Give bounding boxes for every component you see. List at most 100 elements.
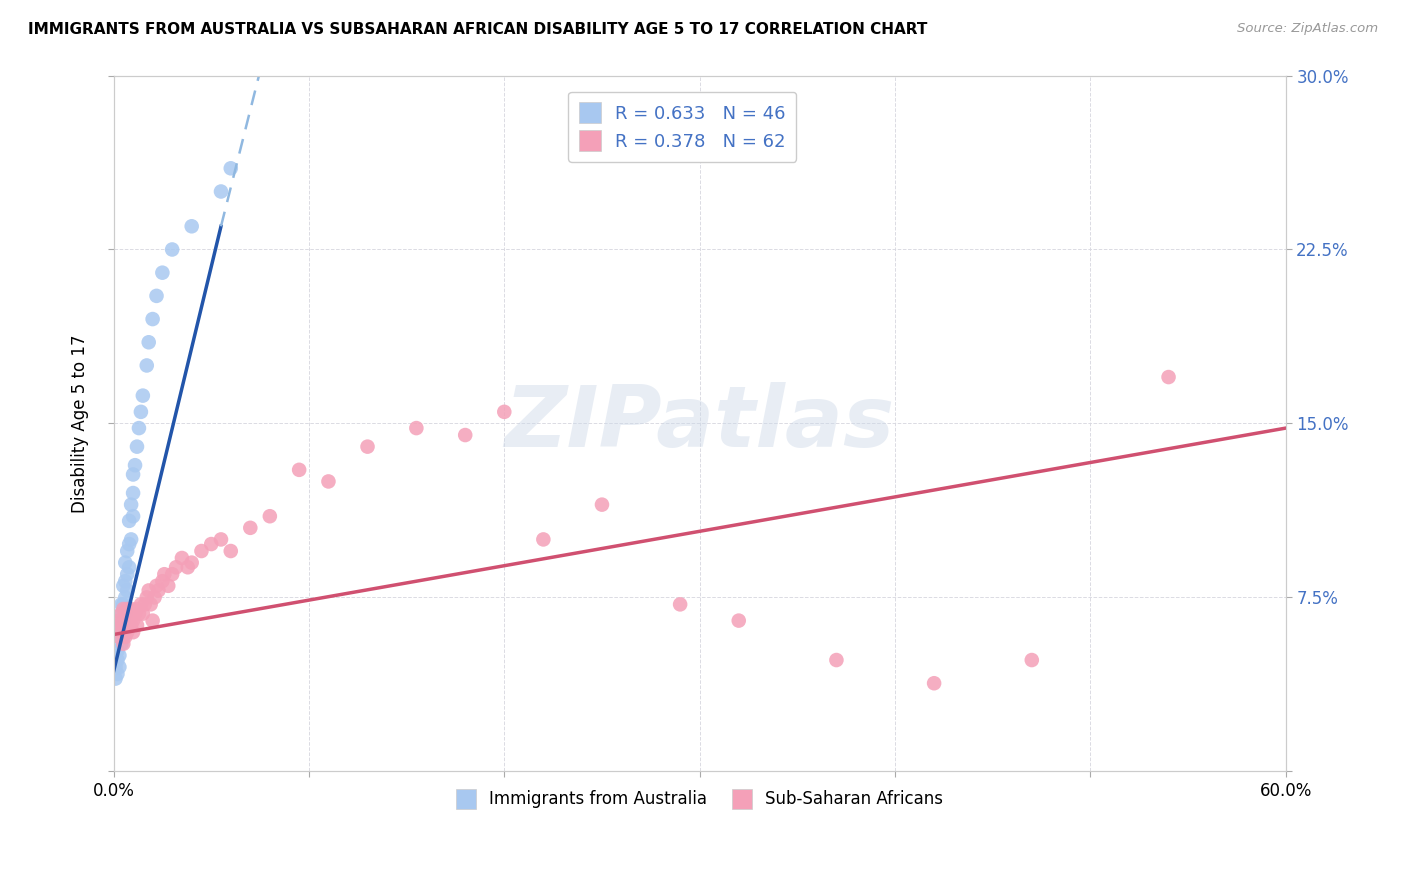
Point bbox=[454, 428, 477, 442]
Point bbox=[115, 567, 138, 582]
Point bbox=[122, 614, 145, 628]
Point bbox=[190, 544, 212, 558]
Point bbox=[145, 289, 167, 303]
Point bbox=[922, 676, 945, 690]
Point bbox=[727, 614, 749, 628]
Point bbox=[108, 648, 131, 663]
Point bbox=[122, 486, 145, 500]
Point bbox=[288, 463, 311, 477]
Point bbox=[110, 621, 132, 635]
Point bbox=[112, 598, 135, 612]
Point bbox=[118, 607, 141, 621]
Point bbox=[128, 421, 150, 435]
Point bbox=[318, 475, 340, 489]
Point bbox=[122, 509, 145, 524]
Point bbox=[112, 579, 135, 593]
Point bbox=[104, 660, 127, 674]
Point bbox=[110, 607, 132, 621]
Point bbox=[112, 621, 135, 635]
Point bbox=[129, 405, 152, 419]
Point bbox=[110, 625, 132, 640]
Point bbox=[114, 618, 136, 632]
Point bbox=[160, 567, 183, 582]
Point bbox=[120, 498, 142, 512]
Point bbox=[120, 533, 142, 547]
Point bbox=[112, 637, 135, 651]
Point bbox=[124, 458, 146, 473]
Point bbox=[108, 614, 131, 628]
Point bbox=[114, 591, 136, 605]
Point bbox=[180, 219, 202, 234]
Point bbox=[129, 598, 152, 612]
Point bbox=[110, 637, 132, 651]
Point bbox=[108, 630, 131, 644]
Point bbox=[135, 591, 157, 605]
Point bbox=[591, 498, 613, 512]
Point bbox=[142, 312, 165, 326]
Point bbox=[150, 266, 173, 280]
Point bbox=[114, 574, 136, 589]
Point bbox=[108, 660, 131, 674]
Point bbox=[114, 556, 136, 570]
Point bbox=[120, 618, 142, 632]
Point bbox=[200, 537, 222, 551]
Point bbox=[108, 630, 131, 644]
Text: IMMIGRANTS FROM AUSTRALIA VS SUBSAHARAN AFRICAN DISABILITY AGE 5 TO 17 CORRELATI: IMMIGRANTS FROM AUSTRALIA VS SUBSAHARAN … bbox=[28, 22, 928, 37]
Point bbox=[143, 591, 166, 605]
Point bbox=[107, 667, 129, 681]
Point bbox=[180, 556, 202, 570]
Point bbox=[145, 579, 167, 593]
Y-axis label: Disability Age 5 to 17: Disability Age 5 to 17 bbox=[72, 334, 89, 513]
Point bbox=[259, 509, 281, 524]
Point bbox=[115, 614, 138, 628]
Point bbox=[125, 618, 148, 632]
Point bbox=[125, 602, 148, 616]
Point bbox=[128, 607, 150, 621]
Point bbox=[160, 243, 183, 257]
Point bbox=[118, 560, 141, 574]
Point bbox=[107, 618, 129, 632]
Point bbox=[112, 630, 135, 644]
Point bbox=[825, 653, 848, 667]
Point bbox=[124, 607, 146, 621]
Point bbox=[669, 598, 692, 612]
Point bbox=[138, 583, 160, 598]
Point bbox=[356, 440, 378, 454]
Point bbox=[110, 598, 132, 612]
Point bbox=[132, 389, 155, 403]
Point bbox=[170, 551, 193, 566]
Text: Source: ZipAtlas.com: Source: ZipAtlas.com bbox=[1237, 22, 1378, 36]
Point bbox=[239, 521, 262, 535]
Text: ZIPatlas: ZIPatlas bbox=[505, 382, 894, 465]
Point bbox=[209, 185, 232, 199]
Point bbox=[114, 607, 136, 621]
Point bbox=[120, 602, 142, 616]
Point bbox=[494, 405, 516, 419]
Point bbox=[219, 161, 242, 176]
Point bbox=[112, 614, 135, 628]
Point bbox=[110, 607, 132, 621]
Point bbox=[1021, 653, 1043, 667]
Point bbox=[114, 607, 136, 621]
Point bbox=[107, 644, 129, 658]
Point bbox=[118, 537, 141, 551]
Legend: Immigrants from Australia, Sub-Saharan Africans: Immigrants from Australia, Sub-Saharan A… bbox=[449, 782, 950, 815]
Point bbox=[115, 602, 138, 616]
Point bbox=[219, 544, 242, 558]
Point bbox=[405, 421, 427, 435]
Point bbox=[209, 533, 232, 547]
Point bbox=[138, 335, 160, 350]
Point bbox=[148, 583, 170, 598]
Point bbox=[118, 621, 141, 635]
Point bbox=[165, 560, 187, 574]
Point bbox=[177, 560, 200, 574]
Point bbox=[135, 359, 157, 373]
Point bbox=[122, 467, 145, 482]
Point bbox=[115, 625, 138, 640]
Point bbox=[134, 598, 156, 612]
Point bbox=[157, 579, 180, 593]
Point bbox=[107, 653, 129, 667]
Point bbox=[112, 602, 135, 616]
Point bbox=[115, 544, 138, 558]
Point bbox=[108, 618, 131, 632]
